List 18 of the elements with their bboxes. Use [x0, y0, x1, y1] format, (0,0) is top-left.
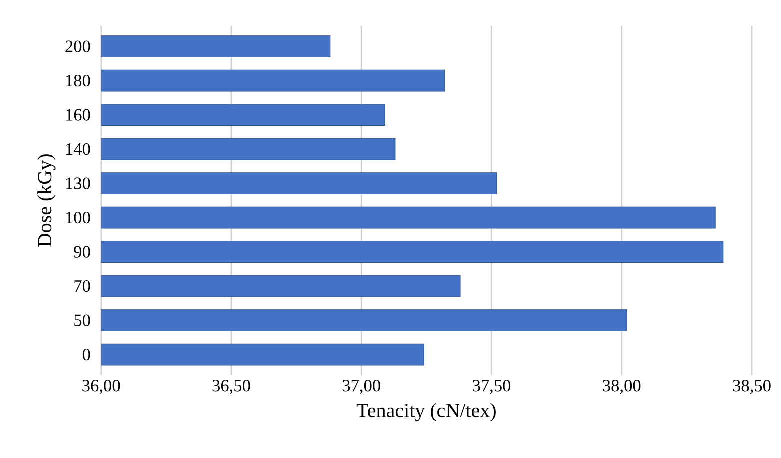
y-tick-label: 130: [66, 178, 90, 190]
y-axis-title: Dose (kGy): [38, 154, 56, 248]
x-axis-title: Tenacity (cN/tex): [356, 403, 496, 422]
y-tick-label: 90: [74, 246, 90, 258]
x-tick-label: 36,00: [82, 380, 120, 394]
y-tick-label: 200: [66, 40, 90, 52]
x-tick-label: 38,50: [733, 380, 771, 394]
y-tick-label: 140: [66, 143, 90, 156]
y-tick-label: 50: [74, 314, 90, 326]
x-tick-label: 38,00: [603, 380, 641, 394]
x-tick-label: 37,00: [342, 380, 380, 394]
y-tick-label: 180: [66, 74, 90, 87]
y-tick-label: 70: [74, 280, 90, 292]
y-tick-label: 100: [66, 212, 90, 224]
x-tick-label: 36,50: [212, 380, 250, 394]
x-tick-label: 37,50: [473, 380, 511, 394]
y-tick-label: 160: [66, 109, 90, 121]
y-tick-label: 0: [82, 348, 90, 361]
